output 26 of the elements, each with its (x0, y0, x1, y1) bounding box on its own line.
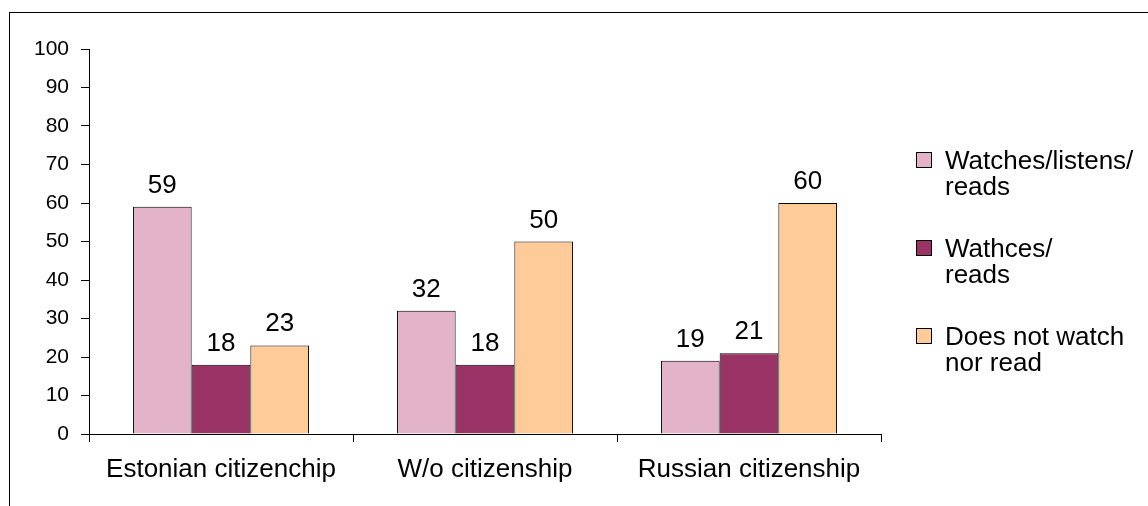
data-label: 32 (411, 272, 441, 303)
x-tick-label: Russian citizenship (637, 452, 861, 483)
y-tick-label: 60 (45, 189, 69, 213)
y-tick-label: 40 (45, 266, 69, 290)
data-label: 21 (734, 315, 764, 346)
y-tick-label: 80 (45, 112, 69, 136)
y-tick-label: 20 (45, 343, 69, 367)
data-label: 59 (147, 168, 177, 199)
data-label: 50 (529, 203, 559, 234)
y-tick-label: 10 (45, 382, 69, 406)
y-tick-label: 90 (45, 74, 69, 98)
y-tick-label: 100 (33, 35, 69, 59)
data-label: 60 (793, 165, 823, 195)
y-tick-label: 50 (45, 228, 69, 252)
x-tick-label: Estonian citizenchip (106, 452, 336, 483)
data-label: 19 (675, 322, 705, 353)
legend-label: Does not watch nor read (945, 321, 1125, 377)
data-label: 18 (470, 326, 500, 357)
x-tick-label: W/o citizenship (397, 452, 573, 483)
legend-label: Wathces/ reads (945, 233, 1053, 289)
y-tick-label: 30 (45, 305, 69, 329)
data-label: 23 (265, 307, 295, 338)
data-label: 18 (206, 326, 236, 357)
y-tick-label: 0 (57, 420, 69, 444)
y-tick-label: 70 (45, 151, 69, 175)
legend-label: Watches/listens/ reads (945, 145, 1134, 201)
